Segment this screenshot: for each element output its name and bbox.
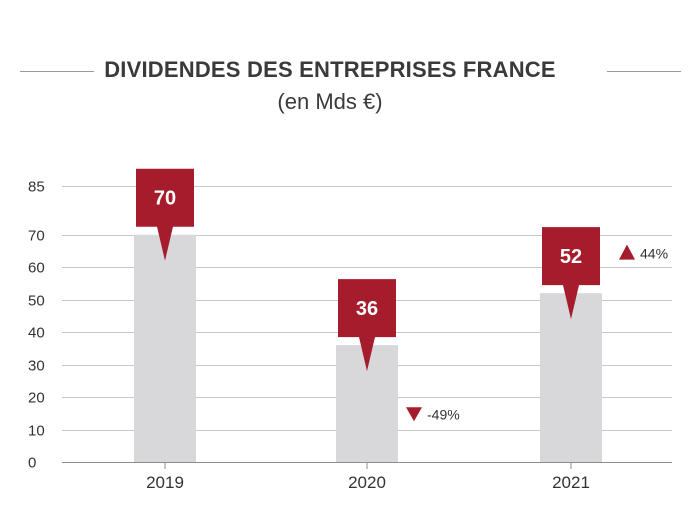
chart-subtitle: (en Mds €) (277, 89, 383, 114)
x-tick-label: 2019 (146, 473, 184, 492)
value-callout-2020 (338, 279, 396, 372)
title-rule-left (20, 71, 94, 72)
y-tick-label: 20 (28, 390, 45, 407)
y-tick-label: 60 (28, 260, 45, 277)
value-callout-2019 (136, 168, 194, 261)
data-label: 52 (560, 246, 582, 268)
y-tick-label: 30 (28, 358, 45, 375)
y-tick-label: 70 (28, 228, 45, 245)
y-tick-label: 50 (28, 293, 45, 310)
value-callout-2021 (542, 227, 600, 320)
x-tick-label: 2020 (348, 473, 386, 492)
change-label: -49% (427, 406, 460, 422)
change-down-arrow-icon (406, 407, 422, 422)
bar-2019 (134, 234, 196, 462)
data-label: 36 (356, 298, 378, 320)
y-tick-label: 0 (28, 455, 36, 472)
y-tick-label: 10 (28, 423, 45, 440)
data-label: 70 (154, 188, 176, 210)
change-label: 44% (640, 246, 668, 262)
y-tick-label: 85 (28, 179, 45, 196)
change-up-arrow-icon (619, 244, 635, 260)
x-tick-label: 2021 (552, 473, 590, 492)
title-rule-right (607, 71, 681, 72)
bar-2021 (540, 293, 602, 462)
y-tick-label: 40 (28, 325, 45, 342)
chart-title: DIVIDENDES DES ENTREPRISES FRANCE (104, 57, 556, 82)
